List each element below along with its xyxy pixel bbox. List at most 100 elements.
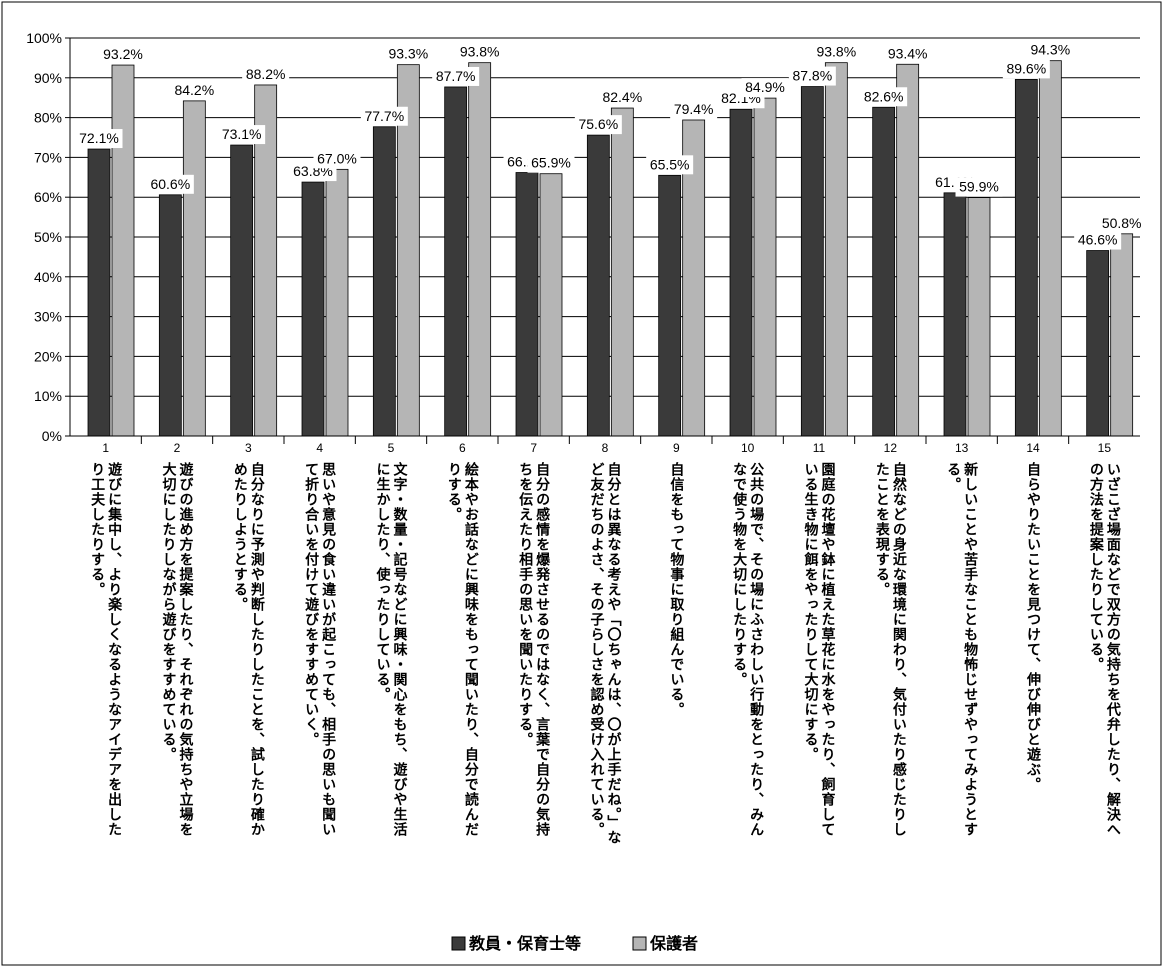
category-number: 13 bbox=[955, 441, 969, 455]
y-tick-label: 80% bbox=[34, 110, 62, 126]
y-axis-ticks: 0% 10% 20% 30% 40% 50% 60% 70% 80% 90% 100% bbox=[26, 30, 70, 444]
y-tick-label: 50% bbox=[34, 229, 62, 245]
data-label-series1: 65.5% bbox=[650, 156, 690, 172]
bar-series1 bbox=[658, 174, 682, 437]
y-tick-label: 10% bbox=[34, 388, 62, 404]
category-number: 8 bbox=[602, 441, 609, 455]
data-label-series2-bg bbox=[170, 80, 218, 100]
data-label-series2: 79.4% bbox=[674, 101, 714, 117]
bar-series2 bbox=[1038, 60, 1062, 437]
data-labels: 72.1%93.2%60.6%84.2%73.1%88.2%63.8%67.0%… bbox=[75, 40, 1146, 250]
category-label: いざこざ場面などで双方の気持ちを代弁したり、解決へ bbox=[1105, 462, 1122, 837]
category-label: なで使う物を大切にしたりする。 bbox=[731, 462, 748, 687]
category-label: いる生き物に餌をやったりして大切にする。 bbox=[803, 462, 820, 762]
data-label-series2-bg bbox=[670, 99, 718, 119]
data-label-series1: 89.6% bbox=[1006, 60, 1046, 76]
bar-series1 bbox=[943, 192, 967, 437]
data-label-series2-bg bbox=[1098, 213, 1146, 233]
data-label-series1-bg bbox=[646, 155, 694, 175]
bar-series1 bbox=[158, 194, 182, 437]
category-number: 12 bbox=[884, 441, 898, 455]
data-label-series1-bg bbox=[1002, 59, 1050, 79]
data-label-series2: 84.9% bbox=[745, 79, 785, 95]
bar-series1 bbox=[515, 172, 539, 437]
bar-series1 bbox=[800, 86, 824, 437]
data-label-series2: 82.4% bbox=[602, 89, 642, 105]
category-label: たことを表現する。 bbox=[874, 462, 891, 597]
y-tick-label: 90% bbox=[34, 70, 62, 86]
category-number: 9 bbox=[673, 441, 680, 455]
category-label: に生かしたり、使ったりしている。 bbox=[375, 462, 392, 702]
category-label: 大切にしたりしながら遊びをすすめている。 bbox=[161, 461, 177, 762]
category-label: 思いや意見の食い違いが起こっても、相手の思いも聞い bbox=[320, 462, 337, 837]
data-label-series1: 82.6% bbox=[864, 88, 904, 104]
data-label-series2-bg bbox=[527, 153, 575, 173]
data-label-series1: 60.6% bbox=[150, 176, 190, 192]
category-number: 3 bbox=[245, 441, 252, 455]
data-label-series2: 88.2% bbox=[246, 66, 286, 82]
data-label-series1-bg bbox=[860, 87, 908, 107]
data-label-series2: 93.2% bbox=[103, 46, 143, 62]
data-label-series2: 93.8% bbox=[460, 44, 500, 60]
bar-series1 bbox=[87, 148, 111, 437]
data-label-series1-bg bbox=[360, 106, 408, 126]
data-label-series1-bg bbox=[788, 66, 836, 86]
bar-series2 bbox=[753, 97, 777, 437]
category-label: 絵本やお話などに興味をもって聞いたり、自分で読んだ bbox=[463, 461, 479, 837]
category-label: ちを伝えたり相手の思いを聞いたりする。 bbox=[517, 462, 533, 747]
data-label-series1-bg bbox=[218, 125, 266, 145]
bar-series2 bbox=[824, 62, 848, 437]
data-label-series1: 77.7% bbox=[364, 108, 404, 124]
bars bbox=[87, 60, 1134, 437]
category-number: 5 bbox=[388, 441, 395, 455]
data-label-series1: 87.7% bbox=[436, 68, 476, 84]
category-label: 自分の感情を爆発させるのではなく、言葉で自分の気持 bbox=[534, 461, 551, 837]
category-number: 10 bbox=[741, 441, 755, 455]
axes bbox=[69, 38, 1140, 437]
bar-series2 bbox=[610, 107, 634, 437]
data-label-series2-bg bbox=[598, 88, 646, 108]
data-label-series2: 50.8% bbox=[1102, 215, 1142, 231]
category-label: 自然などの身近な環境に関わり、気付いたり感じたりし bbox=[891, 461, 907, 837]
y-tick-label: 20% bbox=[34, 348, 62, 364]
data-label-series1-bg bbox=[574, 115, 622, 135]
category-label: りする。 bbox=[446, 462, 462, 522]
bar-series1 bbox=[444, 86, 468, 437]
bar-series1 bbox=[586, 134, 610, 437]
data-label-series2-bg bbox=[741, 78, 789, 98]
bar-series2 bbox=[468, 62, 492, 437]
data-label-series2-bg bbox=[456, 42, 504, 62]
y-tick-label: 100% bbox=[26, 30, 62, 46]
data-label-series1: 72.1% bbox=[79, 130, 119, 146]
bar-series1 bbox=[230, 144, 254, 437]
data-label-series2-bg bbox=[884, 44, 932, 64]
category-label: 遊びの進め方を提案したり、それぞれの気持ちや立場を bbox=[178, 461, 195, 837]
category-number: 6 bbox=[459, 441, 466, 455]
data-label-series2-bg bbox=[955, 177, 1003, 197]
data-label-series1-bg bbox=[1074, 230, 1122, 250]
data-label-series2: 93.4% bbox=[888, 45, 928, 61]
bar-series2 bbox=[325, 168, 349, 437]
data-label-series1-bg bbox=[432, 66, 480, 86]
category-number: 11 bbox=[813, 441, 826, 455]
legend-swatch-series1 bbox=[451, 936, 466, 951]
legend-swatch-series2 bbox=[632, 936, 647, 951]
category-number: 14 bbox=[1026, 441, 1040, 455]
bar-series2 bbox=[896, 63, 920, 437]
data-label-series2-bg bbox=[384, 44, 432, 64]
category-number: 7 bbox=[530, 441, 537, 455]
category-label: 自らやりたいことを見つけて、伸び伸びと遊ぶ。 bbox=[1025, 461, 1042, 792]
data-label-series2: 84.2% bbox=[174, 82, 214, 98]
category-label: て折り合いを付けて遊びをすすめていく。 bbox=[303, 462, 319, 747]
data-label-series2: 59.9% bbox=[959, 179, 999, 195]
y-tick-label: 70% bbox=[34, 149, 62, 165]
bar-series2 bbox=[967, 197, 991, 437]
bar-series1 bbox=[729, 108, 753, 437]
bar-series1 bbox=[372, 126, 396, 437]
bar-series1 bbox=[301, 181, 325, 437]
category-label: 自分なりに予測や判断したりしたことを、試したり確か bbox=[249, 461, 265, 837]
